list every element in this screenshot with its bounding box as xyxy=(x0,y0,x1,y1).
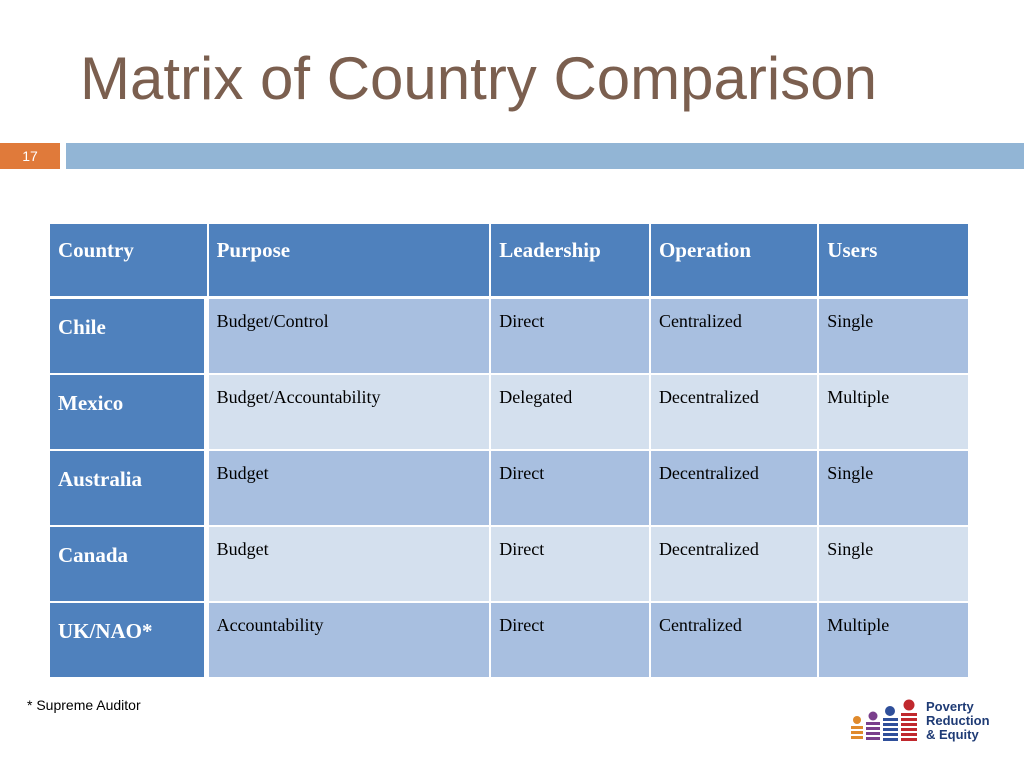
logo-wordmark: Poverty Reduction & Equity xyxy=(926,700,990,742)
logo-line-equity: & Equity xyxy=(926,727,979,742)
comparison-table: Country Purpose Leadership Operation Use… xyxy=(50,224,970,679)
operation-cell: Centralized xyxy=(650,299,820,375)
header-users: Users xyxy=(819,224,970,299)
title-accent-bar xyxy=(66,143,1024,169)
purpose-cell: Budget/Control xyxy=(208,299,492,375)
header-leadership: Leadership xyxy=(491,224,651,299)
users-cell: Single xyxy=(819,299,970,375)
operation-cell: Centralized xyxy=(650,603,820,679)
table-row: Chile Budget/Control Direct Centralized … xyxy=(50,299,970,375)
users-cell: Multiple xyxy=(819,603,970,679)
users-cell: Single xyxy=(819,451,970,527)
organization-logo: Poverty Reduction & Equity xyxy=(848,698,1018,748)
country-cell: Mexico xyxy=(50,375,209,451)
table-row: UK/NAO* Accountability Direct Centralize… xyxy=(50,603,970,679)
leadership-cell: Direct xyxy=(491,299,651,375)
slide-number: 17 xyxy=(0,143,60,169)
country-cell: UK/NAO* xyxy=(50,603,209,679)
operation-cell: Decentralized xyxy=(650,375,820,451)
header-operation: Operation xyxy=(650,224,820,299)
leadership-cell: Delegated xyxy=(491,375,651,451)
logo-line-poverty: Poverty xyxy=(926,699,974,714)
purpose-cell: Accountability xyxy=(208,603,492,679)
footnote: * Supreme Auditor xyxy=(27,697,141,713)
header-country: Country xyxy=(50,224,209,299)
leadership-cell: Direct xyxy=(491,527,651,603)
table-row: Australia Budget Direct Decentralized Si… xyxy=(50,451,970,527)
operation-cell: Decentralized xyxy=(650,527,820,603)
purpose-cell: Budget xyxy=(208,527,492,603)
table-row: Canada Budget Direct Decentralized Singl… xyxy=(50,527,970,603)
country-cell: Canada xyxy=(50,527,209,603)
header-purpose: Purpose xyxy=(208,224,492,299)
leadership-cell: Direct xyxy=(491,603,651,679)
logo-line-reduction: Reduction xyxy=(926,713,990,728)
country-cell: Australia xyxy=(50,451,209,527)
operation-cell: Decentralized xyxy=(650,451,820,527)
country-cell: Chile xyxy=(50,299,209,375)
purpose-cell: Budget xyxy=(208,451,492,527)
users-cell: Multiple xyxy=(819,375,970,451)
leadership-cell: Direct xyxy=(491,451,651,527)
slide-title: Matrix of Country Comparison xyxy=(80,45,877,112)
table-row: Mexico Budget/Accountability Delegated D… xyxy=(50,375,970,451)
table-header-row: Country Purpose Leadership Operation Use… xyxy=(50,224,970,299)
purpose-cell: Budget/Accountability xyxy=(208,375,492,451)
users-cell: Single xyxy=(819,527,970,603)
people-figures-icon xyxy=(851,699,917,741)
